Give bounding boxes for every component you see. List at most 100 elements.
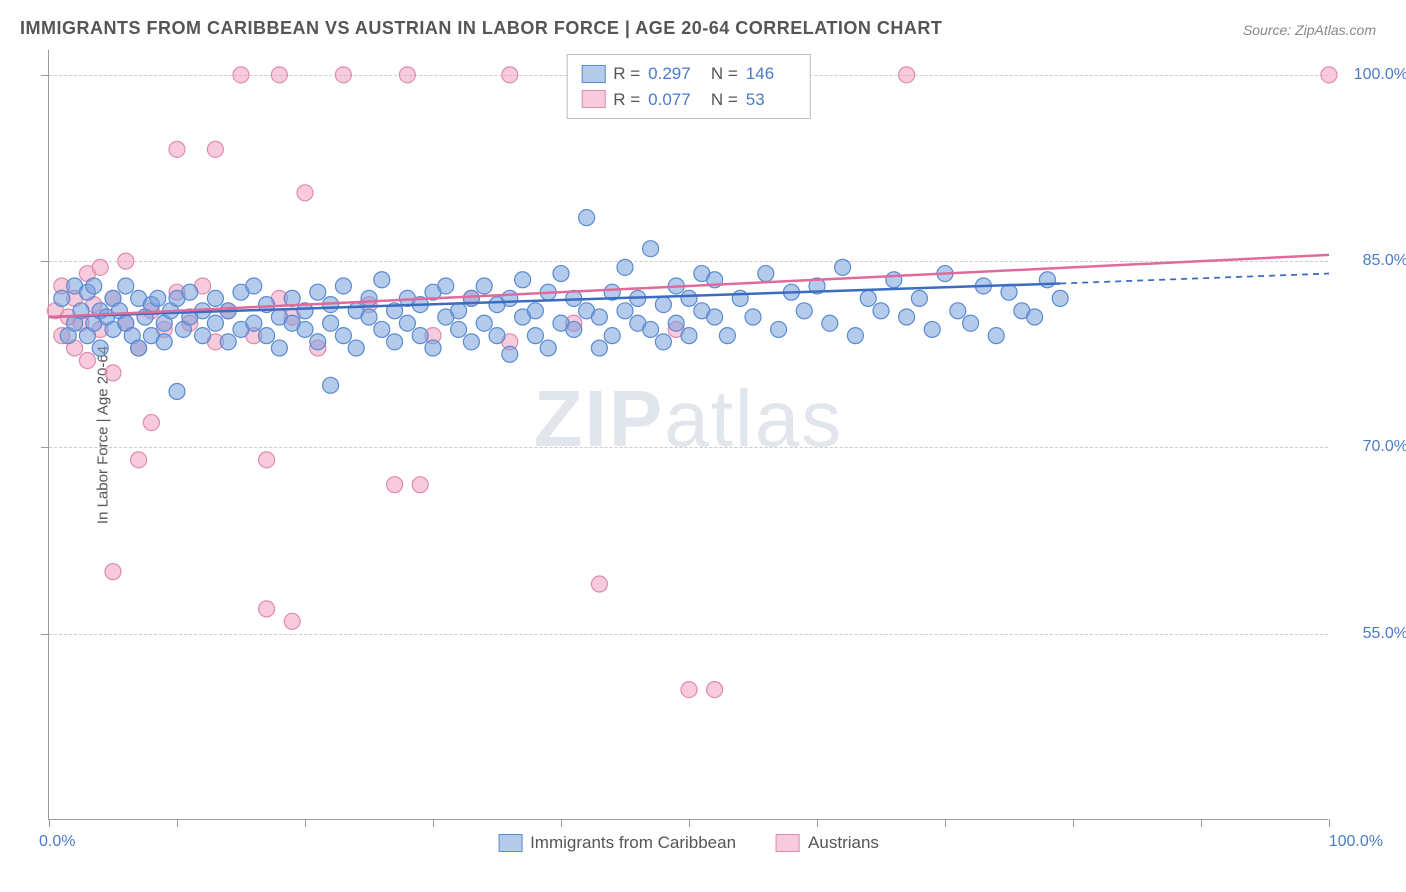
data-point: [796, 303, 812, 319]
n-value-pink: 53: [746, 87, 796, 113]
data-point: [924, 321, 940, 337]
data-point: [681, 290, 697, 306]
data-point: [348, 340, 364, 356]
data-point: [681, 682, 697, 698]
y-tick-label: 85.0%: [1338, 252, 1406, 270]
data-point: [719, 328, 735, 344]
data-point: [911, 290, 927, 306]
data-point: [515, 272, 531, 288]
data-point: [668, 315, 684, 331]
data-point: [335, 67, 351, 83]
data-point: [899, 309, 915, 325]
data-point: [591, 576, 607, 592]
data-point: [207, 141, 223, 157]
scatter-chart: In Labor Force | Age 20-64 ZIPatlas 55.0…: [48, 50, 1328, 820]
data-point: [502, 67, 518, 83]
data-point: [399, 67, 415, 83]
x-axis-min-label: 0.0%: [39, 833, 75, 851]
data-point: [527, 328, 543, 344]
data-point: [566, 321, 582, 337]
data-point: [131, 340, 147, 356]
legend-row-pink: R = 0.077 N = 53: [581, 87, 796, 113]
data-point: [271, 340, 287, 356]
swatch-pink-icon: [776, 834, 800, 852]
data-point: [259, 328, 275, 344]
data-point: [118, 253, 134, 269]
data-point: [707, 682, 723, 698]
data-point: [476, 315, 492, 331]
data-point: [220, 334, 236, 350]
data-point: [271, 67, 287, 83]
data-point: [835, 259, 851, 275]
data-point: [451, 321, 467, 337]
data-point: [207, 315, 223, 331]
data-point: [310, 284, 326, 300]
data-point: [463, 334, 479, 350]
data-point: [1052, 290, 1068, 306]
data-point: [233, 67, 249, 83]
data-point: [323, 315, 339, 331]
data-point: [950, 303, 966, 319]
data-point: [259, 452, 275, 468]
y-tick-label: 55.0%: [1338, 625, 1406, 643]
data-point: [886, 272, 902, 288]
data-point: [873, 303, 889, 319]
legend-row-blue: R = 0.297 N = 146: [581, 61, 796, 87]
data-point: [1039, 272, 1055, 288]
data-point: [476, 278, 492, 294]
data-point: [323, 377, 339, 393]
trend-line: [1060, 274, 1329, 284]
data-point: [297, 321, 313, 337]
data-point: [259, 601, 275, 617]
legend-label-pink: Austrians: [808, 833, 879, 853]
data-point: [822, 315, 838, 331]
data-point: [412, 328, 428, 344]
data-point: [707, 309, 723, 325]
data-point: [105, 564, 121, 580]
swatch-blue: [581, 65, 605, 83]
data-point: [860, 290, 876, 306]
series-legend: Immigrants from Caribbean Austrians: [498, 833, 879, 853]
r-value-pink: 0.077: [648, 87, 698, 113]
swatch-pink: [581, 90, 605, 108]
data-point: [617, 259, 633, 275]
data-point: [361, 309, 377, 325]
data-point: [86, 278, 102, 294]
data-point: [246, 315, 262, 331]
data-point: [79, 352, 95, 368]
plot-layer: [49, 50, 1328, 819]
data-point: [374, 321, 390, 337]
data-point: [655, 297, 671, 313]
data-point: [335, 278, 351, 294]
data-point: [681, 328, 697, 344]
y-tick-label: 100.0%: [1338, 66, 1406, 84]
data-point: [643, 241, 659, 257]
data-point: [745, 309, 761, 325]
data-point: [1027, 309, 1043, 325]
data-point: [502, 290, 518, 306]
data-point: [387, 334, 403, 350]
data-point: [156, 334, 172, 350]
data-point: [92, 340, 108, 356]
data-point: [310, 334, 326, 350]
data-point: [412, 477, 428, 493]
data-point: [527, 303, 543, 319]
data-point: [150, 290, 166, 306]
data-point: [540, 340, 556, 356]
data-point: [246, 278, 262, 294]
data-point: [438, 278, 454, 294]
data-point: [335, 328, 351, 344]
data-point: [604, 328, 620, 344]
data-point: [963, 315, 979, 331]
data-point: [169, 384, 185, 400]
data-point: [771, 321, 787, 337]
legend-label-blue: Immigrants from Caribbean: [530, 833, 736, 853]
n-value-blue: 146: [746, 61, 796, 87]
source-attribution: Source: ZipAtlas.com: [1243, 22, 1376, 38]
data-point: [374, 272, 390, 288]
data-point: [195, 328, 211, 344]
data-point: [207, 290, 223, 306]
data-point: [758, 266, 774, 282]
data-point: [643, 321, 659, 337]
data-point: [489, 328, 505, 344]
